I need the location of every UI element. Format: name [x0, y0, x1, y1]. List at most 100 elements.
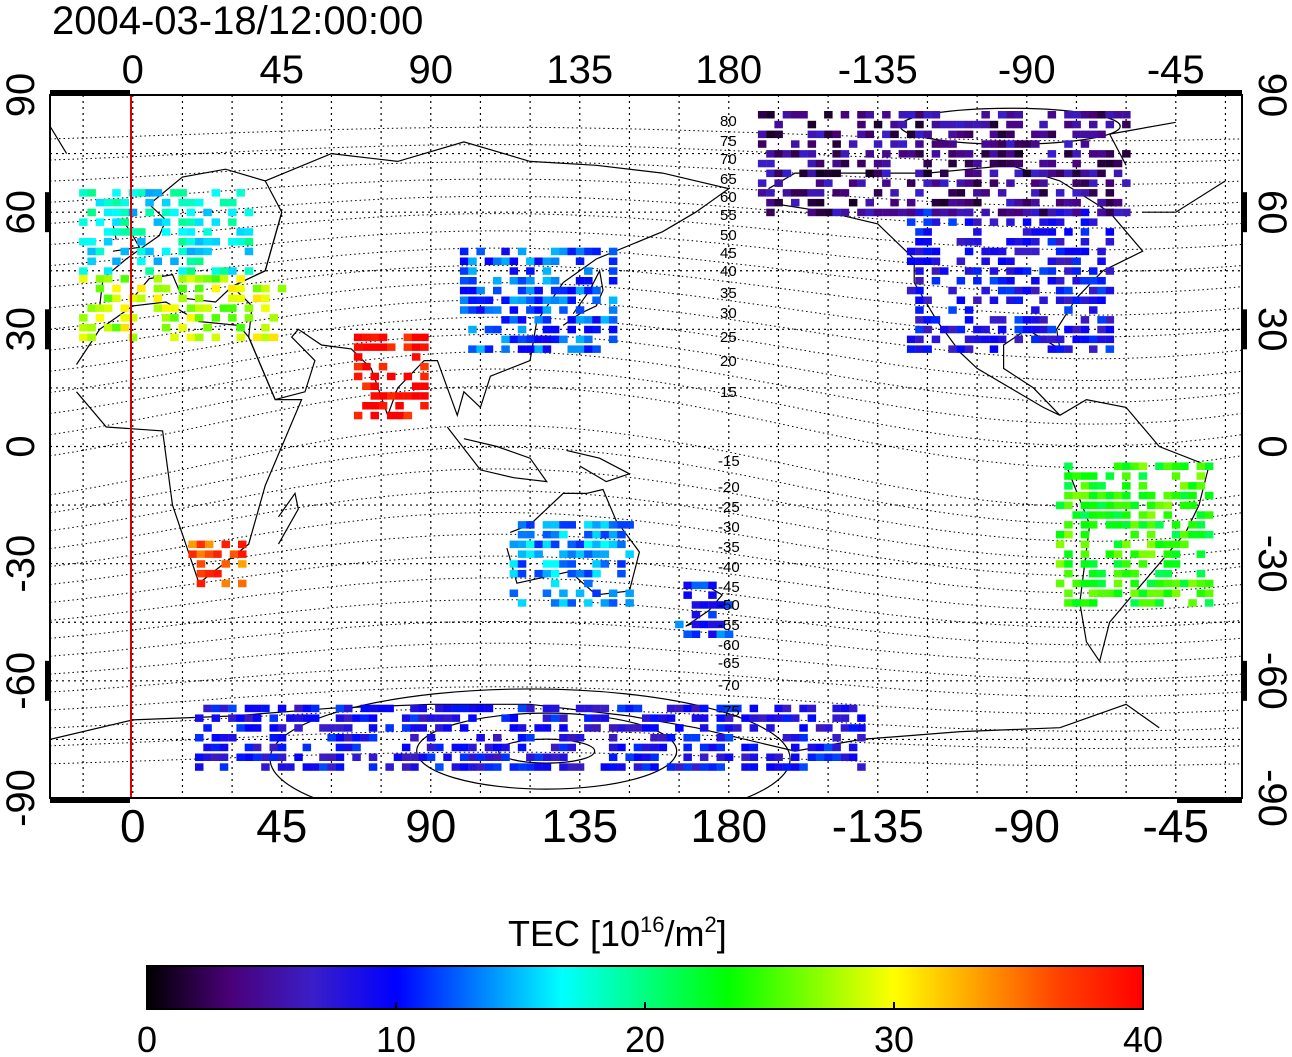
- top-lon-tick-label: -135: [838, 48, 918, 92]
- tec-cell: [559, 714, 568, 722]
- mag-lat-contour: [50, 368, 1242, 447]
- tec-cell: [981, 140, 990, 148]
- tec-cell: [931, 277, 941, 285]
- tec-cell: [1055, 238, 1065, 246]
- tec-cell: [799, 724, 808, 732]
- tec-cell: [592, 589, 601, 597]
- tec-cell: [269, 734, 278, 742]
- tec-cell: [550, 540, 560, 549]
- tec-cell: [989, 159, 999, 168]
- tec-cell: [1105, 521, 1115, 529]
- tec-cell: [542, 316, 552, 324]
- tec-cell: [1171, 530, 1181, 539]
- tec-cell: [228, 714, 237, 722]
- tec-cell: [915, 140, 924, 148]
- tec-cell: [699, 753, 709, 761]
- tec-cell: [1039, 189, 1048, 197]
- tec-cell: [567, 734, 576, 742]
- mag-lat-label: -60: [718, 637, 740, 654]
- tec-cell: [956, 257, 966, 265]
- right-lat-tick-label: 60: [1250, 190, 1292, 235]
- tec-cell: [1122, 569, 1131, 578]
- tec-cell: [476, 345, 485, 353]
- tec-cell: [1031, 247, 1040, 256]
- mag-lat-label: 50: [720, 227, 737, 244]
- tec-cell: [774, 120, 783, 129]
- tec-cell: [575, 306, 585, 314]
- tec-cell: [1014, 169, 1023, 178]
- tec-cell: [153, 294, 163, 303]
- mag-lat-label: 55: [720, 207, 737, 224]
- tec-cell: [906, 208, 916, 217]
- tec-cell: [211, 314, 221, 322]
- tec-cell: [87, 238, 96, 246]
- tec-cell: [1064, 462, 1073, 470]
- tec-cell: [741, 753, 750, 761]
- tec-cell: [534, 345, 543, 353]
- tec-cell: [791, 763, 800, 771]
- tec-cell: [1122, 560, 1131, 568]
- tec-cell: [1130, 569, 1139, 578]
- tec-cell: [385, 704, 394, 713]
- tec-cell: [103, 304, 113, 312]
- tec-cell: [1097, 579, 1106, 588]
- tec-cell: [981, 208, 990, 217]
- tec-cell: [857, 208, 866, 217]
- tec-cell: [203, 238, 212, 246]
- tec-cell: [1055, 501, 1065, 510]
- tec-cell: [559, 743, 568, 752]
- tec-cell: [252, 753, 262, 761]
- bottom-lon-tick-label: 45: [256, 800, 307, 852]
- tec-cell: [459, 753, 469, 761]
- tec-cell: [362, 382, 371, 390]
- tec-cell: [1130, 521, 1139, 529]
- tec-cell: [335, 734, 345, 742]
- tec-cell: [219, 304, 229, 312]
- tec-cell: [120, 228, 129, 236]
- tec-cell: [1113, 569, 1123, 578]
- tec-cell: [161, 228, 171, 236]
- tec-cell: [1122, 208, 1131, 217]
- tec-cell: [617, 724, 626, 732]
- top-lon-tick-label: 135: [546, 48, 613, 92]
- tec-cell: [517, 335, 527, 344]
- tec-cell: [1105, 228, 1115, 236]
- tec-cell: [178, 284, 187, 293]
- tec-cell: [1122, 540, 1131, 549]
- tec-cell: [923, 111, 932, 119]
- tec-cell: [559, 530, 568, 539]
- tec-cell: [1097, 589, 1106, 597]
- tec-cell: [815, 724, 825, 732]
- mag-lat-contour: [50, 555, 1242, 611]
- tec-cell: [1072, 325, 1081, 334]
- tec-cell: [509, 724, 519, 732]
- tec-cell: [1097, 277, 1106, 285]
- tec-cell: [1064, 306, 1073, 314]
- tec-cell: [1080, 482, 1090, 490]
- tec-cell: [426, 714, 436, 722]
- tec-cell: [1163, 491, 1172, 500]
- tec-cell: [1072, 277, 1081, 285]
- tec-cell: [294, 753, 303, 761]
- tec-cell: [1080, 599, 1090, 607]
- tec-cell: [476, 296, 485, 304]
- tec-cell: [196, 540, 206, 549]
- tec-cell: [1064, 257, 1073, 265]
- tec-cell: [906, 111, 916, 119]
- tec-cell: [1097, 316, 1106, 324]
- tec-cell: [989, 120, 999, 129]
- tec-cell: [1014, 316, 1023, 324]
- tec-cell: [608, 316, 618, 324]
- tec-cell: [426, 743, 436, 752]
- tec-cell: [931, 335, 941, 344]
- tec-cell: [517, 530, 527, 539]
- tec-cell: [600, 530, 610, 539]
- tec-cell: [1055, 345, 1065, 353]
- tec-cell: [302, 714, 312, 722]
- tec-cell: [997, 130, 1007, 139]
- tec-cell: [807, 208, 817, 217]
- tec-cell: [1171, 560, 1181, 568]
- tec-cell: [617, 743, 626, 752]
- tec-cell: [741, 743, 750, 752]
- tec-cell: [1089, 521, 1098, 529]
